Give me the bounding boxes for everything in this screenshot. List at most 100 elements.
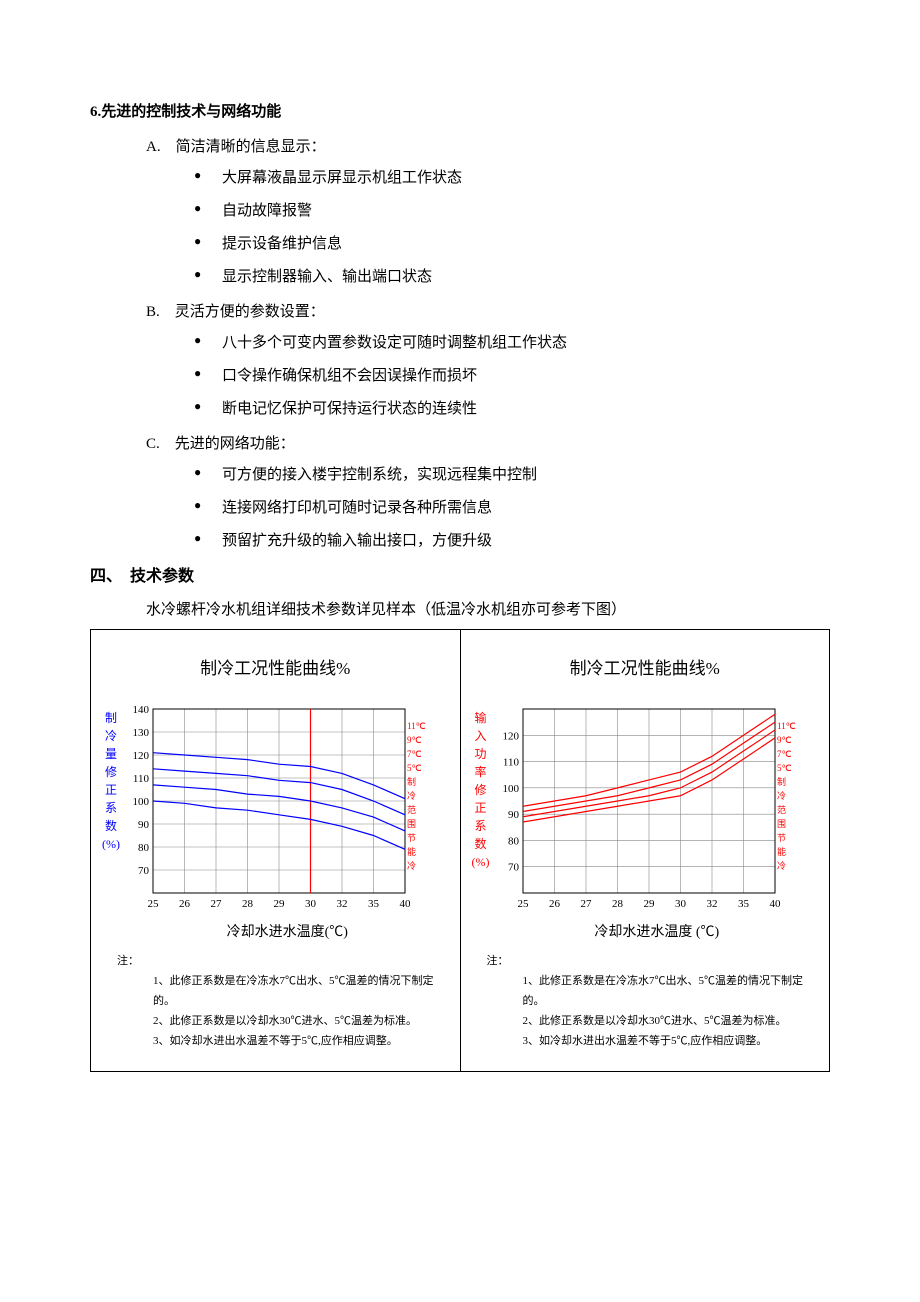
svg-text:70: 70 xyxy=(138,865,150,877)
note-line: 2、此修正系数是以冷却水30℃进水、5℃温差为标准。 xyxy=(523,1011,822,1031)
svg-text:节: 节 xyxy=(407,833,416,843)
note-line: 3、如冷却水进出水温差不等于5℃,应作相应调整。 xyxy=(523,1031,822,1051)
svg-text:28: 28 xyxy=(242,898,254,910)
svg-text:80: 80 xyxy=(138,842,150,854)
svg-text:80: 80 xyxy=(508,835,520,847)
chart-right-svg-wrap: 70809010011012025262728293032354011℃9℃7℃… xyxy=(493,703,822,913)
ylabel-char: 修 xyxy=(105,763,117,781)
svg-text:冷: 冷 xyxy=(777,790,786,801)
ylabel-char: 正 xyxy=(474,799,486,817)
svg-text:40: 40 xyxy=(400,898,412,910)
svg-text:27: 27 xyxy=(580,898,592,910)
svg-text:27: 27 xyxy=(211,898,223,910)
svg-text:32: 32 xyxy=(706,898,717,910)
svg-text:11℃: 11℃ xyxy=(407,721,426,731)
ylabel-char: 系 xyxy=(474,817,486,835)
chart-left-ylabel: 制冷量修正系数(%) xyxy=(99,703,123,853)
bullet-list: 大屏幕液晶显示屏显示机组工作状态自动故障报警提示设备维护信息显示控制器输入、输出… xyxy=(194,166,830,286)
svg-text:26: 26 xyxy=(549,898,561,910)
note-line: 1、此修正系数是在冷冻水7℃出水、5℃温差的情况下制定的。 xyxy=(523,971,822,1011)
ylabel-char: 输 xyxy=(474,709,486,727)
svg-text:90: 90 xyxy=(138,819,150,831)
ylabel-char: 正 xyxy=(105,781,117,799)
chart-left-title: 制冷工况性能曲线% xyxy=(99,654,452,679)
ylabel-char: 数 xyxy=(474,835,486,853)
svg-text:25: 25 xyxy=(148,898,160,910)
chart-svg: 70809010011012025262728293032354011℃9℃7℃… xyxy=(493,703,803,913)
ylabel-char: 率 xyxy=(474,763,486,781)
notes-label: 注： xyxy=(117,955,139,967)
svg-text:范: 范 xyxy=(407,804,416,815)
chart-right-title: 制冷工况性能曲线% xyxy=(469,654,822,679)
svg-text:冷: 冷 xyxy=(407,790,416,801)
svg-text:29: 29 xyxy=(274,898,286,910)
svg-text:能: 能 xyxy=(407,846,416,857)
chart-right-xlabel: 冷却水进水温度 (℃) xyxy=(493,921,822,941)
chart-left-xlabel: 冷却水进水温度(℃) xyxy=(123,921,452,941)
section-4-title: 四、 技术参数 xyxy=(90,562,830,586)
notes-label: 注： xyxy=(487,955,509,967)
ylabel-char: 功 xyxy=(474,745,486,763)
svg-text:范: 范 xyxy=(777,804,786,815)
svg-text:140: 140 xyxy=(133,704,150,716)
svg-text:5℃: 5℃ xyxy=(407,763,422,773)
svg-text:冷: 冷 xyxy=(777,860,786,871)
svg-text:130: 130 xyxy=(133,727,150,739)
svg-text:9℃: 9℃ xyxy=(777,735,792,745)
section-6-list: A. 简洁清晰的信息显示： 大屏幕液晶显示屏显示机组工作状态自动故障报警提示设备维… xyxy=(146,135,830,550)
svg-text:能: 能 xyxy=(777,846,786,857)
svg-text:节: 节 xyxy=(777,833,786,843)
svg-text:120: 120 xyxy=(133,750,150,762)
svg-text:26: 26 xyxy=(179,898,191,910)
svg-text:29: 29 xyxy=(643,898,655,910)
svg-text:冷: 冷 xyxy=(407,860,416,871)
bullet-item: 大屏幕液晶显示屏显示机组工作状态 xyxy=(194,166,830,187)
svg-text:30: 30 xyxy=(675,898,687,910)
svg-text:28: 28 xyxy=(612,898,624,910)
bullet-item: 口令操作确保机组不会因误操作而损坏 xyxy=(194,364,830,385)
svg-text:7℃: 7℃ xyxy=(407,749,422,759)
note-line: 1、此修正系数是在冷冻水7℃出水、5℃温差的情况下制定的。 xyxy=(153,971,452,1011)
svg-text:90: 90 xyxy=(508,809,520,821)
bullet-item: 提示设备维护信息 xyxy=(194,232,830,253)
svg-text:5℃: 5℃ xyxy=(777,763,792,773)
note-line: 3、如冷却水进出水温差不等于5℃,应作相应调整。 xyxy=(153,1031,452,1051)
bullet-item: 八十多个可变内置参数设定可随时调整机组工作状态 xyxy=(194,331,830,352)
bullet-item: 自动故障报警 xyxy=(194,199,830,220)
svg-text:围: 围 xyxy=(777,819,786,829)
svg-text:围: 围 xyxy=(407,819,416,829)
svg-text:100: 100 xyxy=(133,796,150,808)
charts-row: 制冷工况性能曲线% 制冷量修正系数(%) 7080901001101201301… xyxy=(90,629,830,1072)
svg-text:40: 40 xyxy=(769,898,781,910)
section-6-title: 6.先进的控制技术与网络功能 xyxy=(90,100,830,121)
ylabel-char: 入 xyxy=(474,727,486,745)
svg-text:35: 35 xyxy=(738,898,750,910)
letter-item: A. 简洁清晰的信息显示： xyxy=(146,135,830,156)
bullet-item: 连接网络打印机可随时记录各种所需信息 xyxy=(194,496,830,517)
letter-item: C. 先进的网络功能： xyxy=(146,432,830,453)
bullet-item: 预留扩充升级的输入输出接口，方便升级 xyxy=(194,529,830,550)
svg-text:制: 制 xyxy=(407,776,416,787)
ylabel-char: 量 xyxy=(105,745,117,763)
note-line: 2、此修正系数是以冷却水30℃进水、5℃温差为标准。 xyxy=(153,1011,452,1031)
ylabel-char: (%) xyxy=(102,835,120,853)
bullet-item: 显示控制器输入、输出端口状态 xyxy=(194,265,830,286)
chart-left-notes: 注： 1、此修正系数是在冷冻水7℃出水、5℃温差的情况下制定的。2、此修正系数是… xyxy=(117,951,452,1051)
ylabel-char: 修 xyxy=(474,781,486,799)
ylabel-char: 系 xyxy=(105,799,117,817)
bullet-list: 可方便的接入楼宇控制系统，实现远程集中控制连接网络打印机可随时记录各种所需信息预… xyxy=(194,463,830,550)
svg-text:9℃: 9℃ xyxy=(407,735,422,745)
bullet-item: 可方便的接入楼宇控制系统，实现远程集中控制 xyxy=(194,463,830,484)
svg-text:制: 制 xyxy=(777,776,786,787)
svg-text:25: 25 xyxy=(517,898,529,910)
svg-text:7℃: 7℃ xyxy=(777,749,792,759)
chart-right-notes: 注： 1、此修正系数是在冷冻水7℃出水、5℃温差的情况下制定的。2、此修正系数是… xyxy=(487,951,822,1051)
ylabel-char: 数 xyxy=(105,817,117,835)
svg-text:100: 100 xyxy=(502,783,519,795)
svg-text:11℃: 11℃ xyxy=(777,721,796,731)
ylabel-char: (%) xyxy=(472,853,490,871)
chart-left-cell: 制冷工况性能曲线% 制冷量修正系数(%) 7080901001101201301… xyxy=(91,630,461,1071)
chart-right-cell: 制冷工况性能曲线% 输入功率修正系数(%) 708090100110120252… xyxy=(461,630,830,1071)
svg-text:30: 30 xyxy=(305,898,317,910)
svg-text:35: 35 xyxy=(368,898,380,910)
